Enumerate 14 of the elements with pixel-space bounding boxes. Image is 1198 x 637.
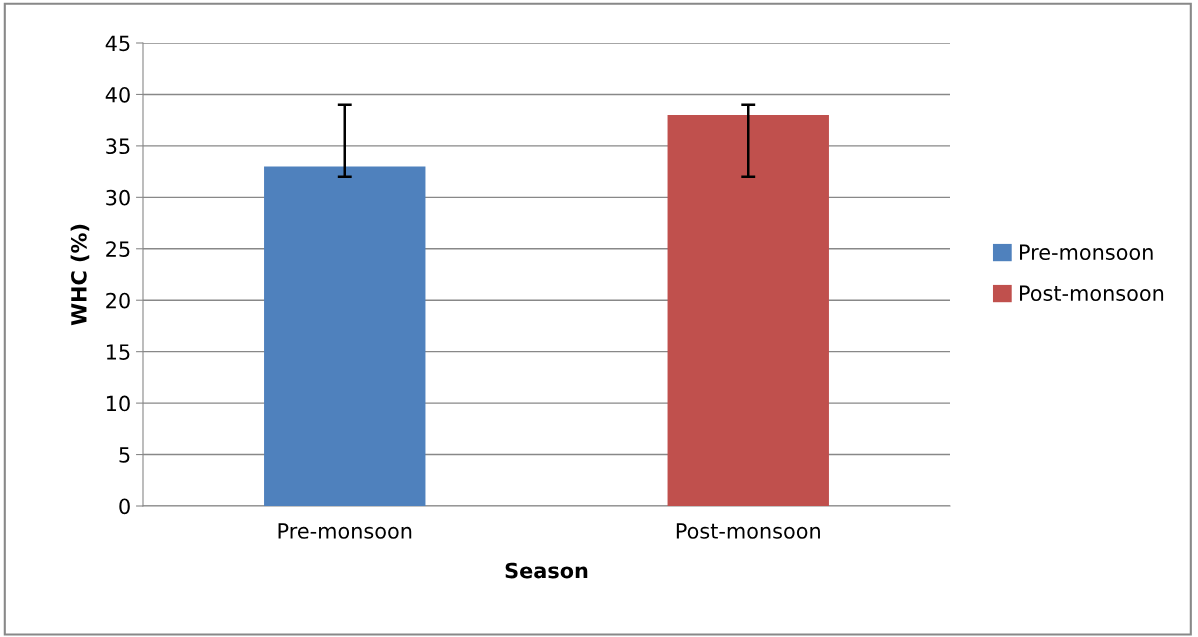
y-tick-label: 10	[106, 395, 130, 412]
y-tick-label: 25	[106, 241, 130, 257]
legend-label: Post-monsoon	[1020, 285, 1164, 302]
y-axis-title: WHC (%)	[70, 224, 90, 326]
y-tick-label: 45	[105, 35, 130, 52]
y-tick-label: 35	[106, 138, 130, 155]
x-axis-title: Season	[505, 562, 588, 579]
y-tick-label: 15	[106, 344, 130, 360]
y-tick-label: 5	[119, 447, 130, 463]
y-tick-label: 30	[106, 189, 130, 206]
y-tick-label: 20	[106, 292, 130, 309]
y-tick-label: 0	[119, 498, 130, 515]
y-tick-label: 40	[105, 86, 130, 103]
legend-label: Pre-monsoon	[1020, 244, 1153, 261]
